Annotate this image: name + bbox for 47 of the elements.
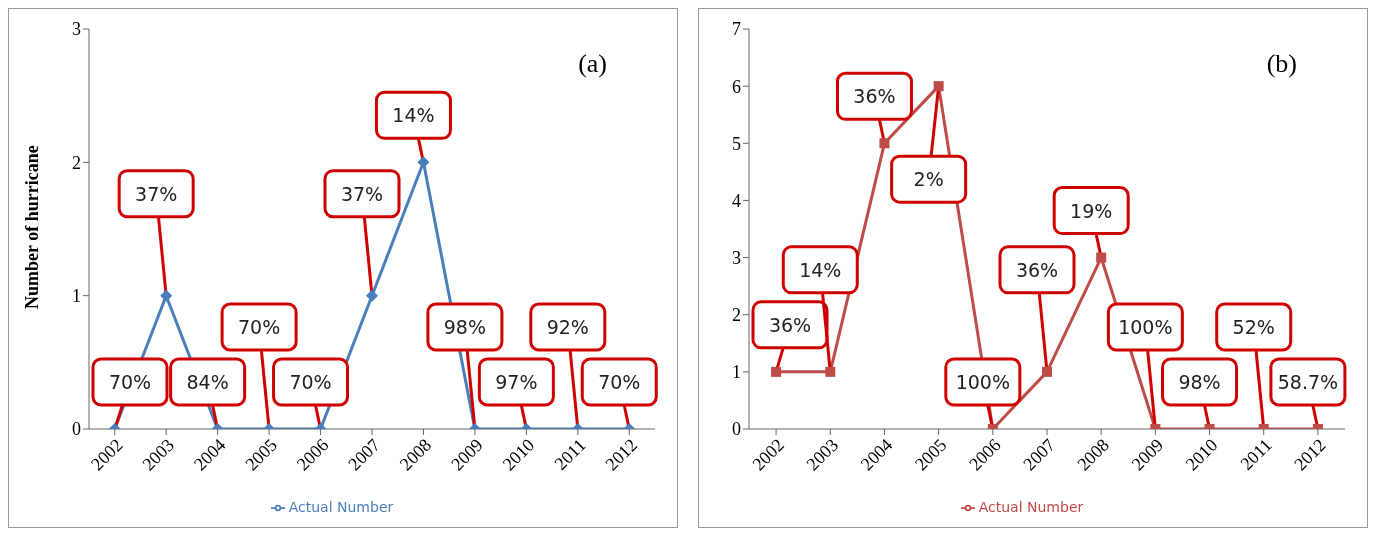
annotation: 37%: [135, 182, 178, 205]
annotation: 70%: [289, 371, 332, 393]
annotation: 70%: [598, 371, 641, 393]
y-tick-label: 1: [732, 362, 741, 383]
annotation: 58.7%: [1277, 371, 1339, 393]
point: [366, 289, 378, 302]
point: [825, 366, 836, 377]
annotation: 84%: [186, 371, 229, 393]
annotation: 37%: [340, 182, 384, 205]
annotation: 98%: [1178, 371, 1221, 393]
legend-label: Actual Number: [978, 499, 1084, 515]
annotation: 36%: [768, 313, 812, 336]
y-tick-label: 0: [72, 419, 81, 440]
annotation: 36%: [853, 85, 896, 108]
y-axis-title: Number of hurricane: [22, 145, 43, 309]
point: [1096, 252, 1107, 263]
point: [879, 138, 890, 149]
annotation: 92%: [546, 316, 589, 338]
annotation: 70%: [237, 316, 281, 338]
annotation: 2%: [913, 168, 944, 191]
y-tick-label: 0: [732, 419, 741, 440]
annotation: (b): [1266, 49, 1297, 79]
y-tick-label: 6: [732, 76, 741, 97]
point: [160, 289, 173, 302]
point: [1042, 366, 1052, 377]
point: [933, 81, 944, 92]
legend-label: Actual Number: [288, 499, 394, 515]
y-tick-label: 7: [732, 19, 741, 40]
point: [771, 366, 782, 377]
annotation: 14%: [799, 258, 842, 281]
y-tick-label: 4: [732, 190, 741, 211]
annotation: 98%: [443, 316, 487, 338]
annotation: (a): [578, 49, 607, 79]
annotation: 36%: [1015, 258, 1059, 281]
annotation: 100%: [955, 371, 1010, 393]
annotation: 14%: [392, 104, 435, 127]
y-tick-label: 3: [72, 19, 81, 40]
annotation: 19%: [1070, 199, 1113, 222]
annotation: 97%: [495, 371, 538, 393]
y-tick-label: 2: [72, 152, 81, 173]
annotation: 70%: [108, 371, 152, 393]
y-tick-label: 5: [732, 133, 741, 154]
y-tick-label: 2: [732, 305, 741, 326]
annotation: 100%: [1118, 316, 1173, 338]
annotation: 52%: [1232, 316, 1275, 338]
y-tick-label: 1: [72, 286, 81, 307]
y-tick-label: 3: [732, 247, 741, 268]
